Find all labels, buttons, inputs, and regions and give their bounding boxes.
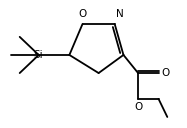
Text: Si: Si — [33, 50, 43, 60]
Text: O: O — [78, 9, 87, 19]
Text: O: O — [134, 102, 142, 112]
Text: N: N — [116, 9, 124, 19]
Text: O: O — [161, 68, 170, 78]
